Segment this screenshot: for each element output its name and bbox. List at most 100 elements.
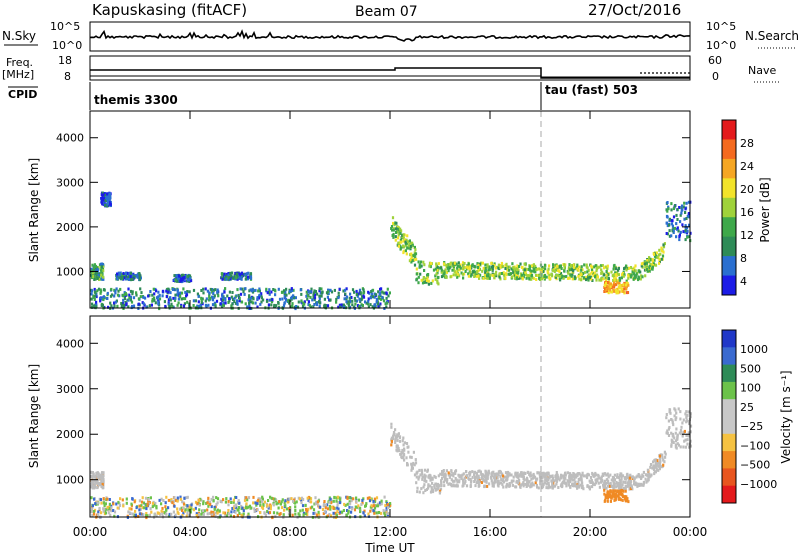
echo-cell (670, 218, 673, 222)
echo-cell (348, 505, 351, 509)
echo-cell (349, 299, 352, 303)
echo-cell (328, 504, 331, 508)
echo-cell (588, 485, 591, 489)
echo-cell (423, 483, 426, 487)
echo-cell (652, 264, 655, 267)
echo-cell (330, 501, 333, 505)
echo-cell (188, 290, 191, 294)
echo-cell (227, 509, 230, 512)
echo-cell (505, 485, 508, 489)
echo-region (172, 273, 193, 284)
echo-cell (198, 508, 201, 512)
echo-cell (607, 291, 610, 295)
echo-cell (573, 482, 576, 486)
echo-cell (588, 479, 591, 483)
echo-cell (231, 507, 234, 510)
echo-cell (573, 474, 576, 478)
echo-cell (372, 509, 375, 513)
echo-cell (189, 507, 192, 511)
echo-cell (402, 443, 405, 447)
echo-cell (448, 482, 451, 486)
echo-cell (523, 478, 526, 482)
echo-cell (682, 230, 685, 234)
echo-cell (335, 513, 338, 517)
echo-cell (359, 300, 362, 303)
echo-cell (569, 485, 572, 488)
echo-cell (185, 514, 188, 518)
echo-cell (202, 502, 205, 506)
echo-cell (403, 453, 406, 457)
echo-cell (507, 272, 510, 276)
echo-cell (294, 296, 297, 300)
time-axis-label: Time UT (364, 541, 415, 554)
echo-cell (297, 300, 300, 304)
echo-cell (102, 474, 105, 478)
echo-cell (100, 270, 103, 274)
echo-cell (90, 273, 93, 277)
echo-cell (213, 294, 216, 298)
echo-cell (635, 272, 638, 276)
echo-cell (240, 277, 243, 281)
echo-cell (93, 298, 96, 301)
echo-cell (505, 262, 508, 266)
echo-cell (356, 294, 359, 298)
echo-cell (99, 297, 102, 301)
echo-cell (105, 507, 108, 511)
echo-cell (678, 431, 681, 435)
echo-cell (618, 276, 621, 280)
echo-cell (609, 499, 612, 503)
echo-cell (128, 511, 132, 515)
echo-cell (617, 476, 620, 479)
echo-cell (618, 490, 621, 494)
echo-cell (119, 273, 122, 277)
echo-cell (644, 473, 648, 477)
echo-cell (654, 458, 657, 462)
freq-label: Freq. (6, 56, 33, 69)
echo-cell (537, 486, 540, 490)
echo-cell (499, 481, 502, 485)
echo-cell (97, 510, 100, 514)
echo-cell (598, 485, 601, 489)
echo-cell (509, 272, 513, 276)
echo-cell (662, 458, 665, 462)
echo-cell (626, 291, 630, 294)
echo-cell (106, 192, 109, 196)
echo-cell (244, 302, 247, 306)
echo-cell (405, 442, 409, 445)
echo-cell (678, 206, 681, 209)
echo-cell (459, 263, 462, 267)
y-tick-label: 4000 (56, 337, 84, 350)
echo-cell (396, 438, 399, 442)
echo-cell (651, 258, 654, 262)
echo-cell (534, 273, 538, 277)
echo-cell (658, 261, 661, 265)
echo-cell (144, 296, 147, 300)
echo-cell (357, 506, 360, 510)
echo-cell (671, 224, 674, 228)
echo-cell (299, 509, 302, 513)
echo-cell (437, 474, 440, 478)
echo-cell (100, 485, 103, 488)
echo-cell (530, 273, 534, 277)
echo-cell (679, 213, 682, 217)
echo-cell (390, 425, 393, 429)
echo-cell (686, 442, 689, 446)
echo-cell (344, 503, 347, 507)
echo-cell (612, 279, 615, 282)
echo-cell (522, 267, 525, 271)
echo-cell (688, 215, 691, 219)
echo-cell (96, 485, 99, 489)
echo-cell (127, 272, 131, 276)
echo-cell (457, 473, 460, 477)
echo-cell (213, 301, 216, 305)
echo-cell (469, 271, 472, 275)
echo-cell (182, 511, 185, 515)
echo-cell (581, 268, 584, 272)
echo-cell (646, 269, 649, 273)
echo-region (115, 271, 142, 282)
echo-cell (165, 289, 168, 293)
echo-cell (475, 475, 478, 479)
echo-cell (290, 497, 293, 501)
echo-cell (587, 268, 590, 272)
echo-cell (603, 283, 606, 287)
